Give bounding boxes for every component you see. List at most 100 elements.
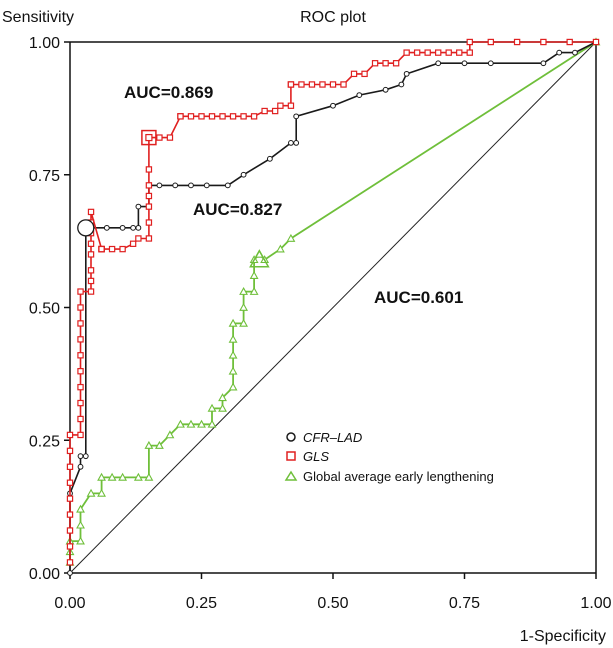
data-point [240,113,247,120]
legend-triangle-icon [284,470,298,481]
data-point [228,334,238,343]
data-point [188,182,194,189]
data-point [77,415,84,423]
data-point [319,81,326,88]
data-point [77,399,84,407]
plot-title: ROC plot [300,9,366,26]
data-point [445,49,452,56]
data-point [108,245,116,253]
data-point [435,60,442,67]
data-point [350,70,358,78]
data-point [330,102,336,109]
y-tick-label: 0.00 [29,566,60,583]
data-point [592,38,600,46]
data-point [66,559,74,566]
data-point [119,245,126,253]
data-point [228,318,238,327]
x-tick-label: 0.75 [449,595,480,612]
data-point [466,49,473,56]
data-point [144,472,154,481]
x-tick-label: 0.25 [186,595,217,612]
data-point [156,182,163,189]
data-point [208,113,216,120]
data-point [76,504,85,513]
data-point [228,350,238,359]
data-point [98,245,105,253]
y-tick-label: 0.25 [29,433,60,450]
highlighted-points [77,129,270,268]
data-point [566,38,573,46]
optimal-cutoff-point-inner [145,133,153,142]
reference-diagonal [69,41,597,574]
data-point [198,113,205,120]
data-point [119,224,126,231]
legend-label-cfr-lad: CFR–LAD [303,430,362,445]
data-point [340,81,347,88]
data-point [187,113,195,120]
series-line [69,41,597,563]
data-point [145,203,153,210]
data-point [308,81,316,88]
data-point [172,182,179,189]
data-point [275,244,285,253]
x-ticks: 0.00 0.25 0.50 0.75 1.00 [54,573,612,612]
data-point [286,233,296,242]
y-ticks: 0.00 0.25 0.50 0.75 1.00 [29,35,70,583]
auc-label-gls: AUC=0.869 [124,83,213,102]
data-point [556,49,563,56]
data-point [207,419,217,428]
series-square [66,38,600,566]
data-point [87,267,95,274]
data-point [145,219,153,226]
data-point [130,224,137,231]
data-point [66,527,74,534]
data-point [177,113,184,120]
legend-label-gls: GLS [303,449,329,464]
series-triangle [65,37,601,566]
data-point [540,60,547,67]
data-point [466,38,473,46]
data-point [77,431,84,439]
data-point [66,431,74,439]
data-point [77,352,84,359]
data-point [145,235,153,242]
data-point [77,453,84,460]
data-point [356,92,363,98]
data-point [87,288,95,295]
x-tick-label: 0.50 [317,595,348,612]
data-point [118,472,128,481]
data-point [77,304,84,311]
data-point [298,81,305,88]
legend-square-icon [286,451,296,461]
data-point [97,472,106,481]
data-point [218,393,227,402]
y-tick-label: 1.00 [29,35,60,52]
legend-label-global-lengthening: Global average early lengthening [303,469,494,484]
data-point [77,336,84,343]
data-point [261,107,268,115]
data-point [224,182,231,189]
data-point [135,224,142,231]
data-point [287,102,295,109]
data-point [435,49,442,56]
data-point [229,113,237,120]
data-point [392,60,400,67]
data-point [135,203,142,210]
data-point [66,463,74,471]
data-point [228,382,238,391]
data-point [287,81,295,88]
data-point [219,113,226,120]
data-point [249,271,259,279]
auc-label-global-lengthening: AUC=0.601 [374,288,463,307]
y-tick-label: 0.75 [29,168,60,185]
data-point [82,453,89,460]
data-point [293,113,300,120]
data-point [456,49,463,56]
data-point [66,543,74,550]
data-point [424,49,431,56]
legend-circle-icon [286,432,296,442]
data-point [250,113,258,120]
x-axis-title: 1-Specificity [520,628,606,645]
data-point [572,49,578,56]
data-point [145,192,153,200]
